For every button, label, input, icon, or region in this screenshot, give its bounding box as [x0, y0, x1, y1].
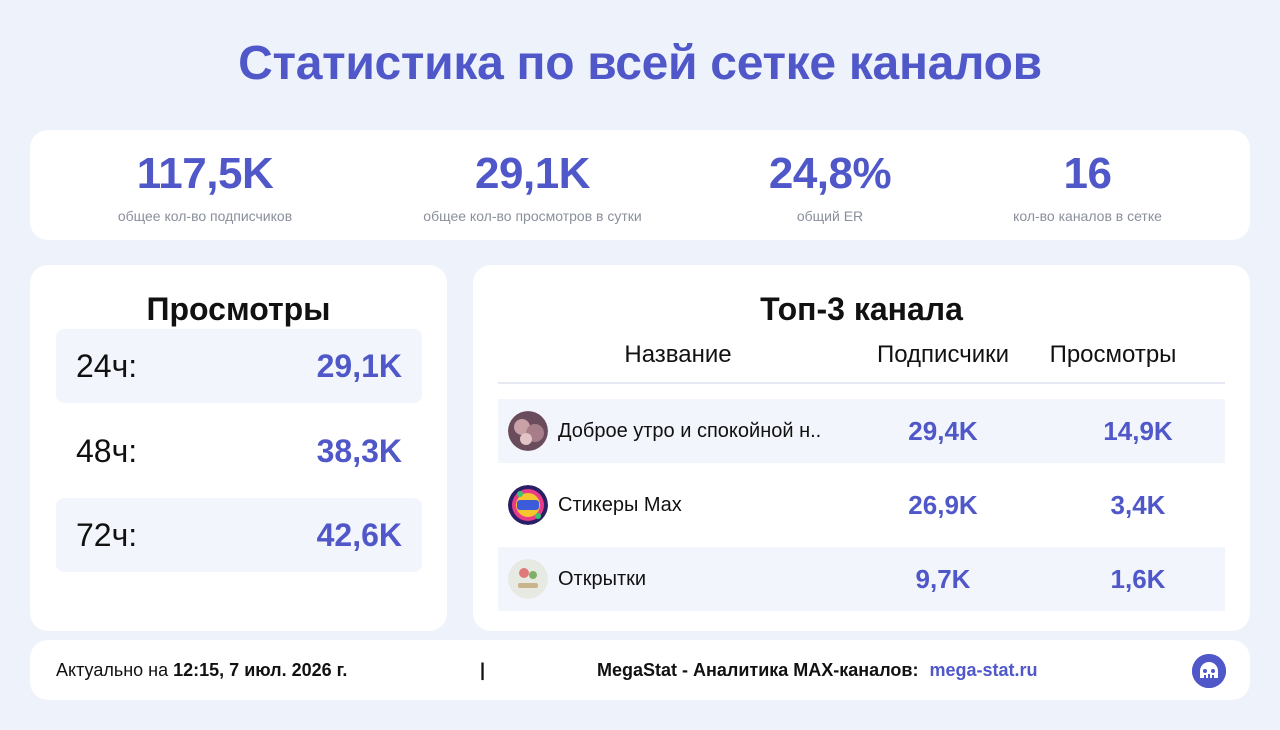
footer-bar: Актуально на 12:15, 7 июл. 2026 г. | Meg… — [30, 640, 1250, 700]
channel-name: Доброе утро и спокойной н.. — [558, 420, 822, 442]
stat-channel-count: 16 кол-во каналов в сетке — [990, 149, 1185, 225]
stat-label: кол-во каналов в сетке — [1013, 208, 1162, 224]
megastat-logo-icon — [1192, 654, 1226, 688]
brand-text: MegaStat - Аналитика MAX-каналов: — [597, 660, 919, 680]
table-row[interactable]: Доброе утро и спокойной н.. 29,4K 14,9K — [498, 399, 1225, 463]
column-header-subscribers: Подписчики — [876, 341, 1010, 368]
views-period-label: 72ч: — [76, 517, 138, 553]
views-period-value: 29,1K — [316, 348, 402, 384]
views-period-label: 24ч: — [76, 348, 138, 384]
header-divider — [498, 382, 1225, 384]
stat-value: 16 — [1063, 149, 1112, 198]
table-row[interactable]: Открытки 9,7K 1,6K — [498, 547, 1225, 611]
updated-timestamp: 12:15, 7 июл. 2026 г. — [173, 660, 348, 680]
stat-label: общий ER — [796, 208, 864, 224]
updated-info: Актуально на 12:15, 7 июл. 2026 г. — [56, 640, 347, 700]
column-header-name: Название — [624, 341, 732, 368]
views-period-value: 42,6K — [316, 517, 402, 553]
column-header-views: Просмотры — [1049, 341, 1177, 368]
stat-daily-views: 29,1K общее кол-во просмотров в сутки — [400, 149, 665, 225]
views-row-24h: 24ч: 29,1K — [56, 329, 422, 403]
channel-subscribers: 26,9K — [908, 490, 978, 520]
brand-info: MegaStat - Аналитика MAX-каналов: mega-s… — [597, 640, 1038, 700]
channel-subscribers: 29,4K — [908, 416, 978, 446]
channel-avatar-icon — [508, 559, 548, 599]
page-title: Статистика по всей сетке каналов — [238, 37, 1042, 90]
channel-views: 14,9K — [1103, 416, 1173, 446]
brand-link[interactable]: mega-stat.ru — [929, 660, 1038, 680]
views-card: Просмотры 24ч: 29,1K 48ч: 38,3K 72ч: 42,… — [30, 265, 447, 631]
stat-label: общее кол-во просмотров в сутки — [423, 208, 642, 224]
stat-label: общее кол-во подписчиков — [117, 208, 293, 224]
views-period-value: 38,3K — [316, 433, 402, 469]
table-row[interactable]: Стикеры Max 26,9K 3,4K — [498, 473, 1225, 537]
stat-er: 24,8% общий ER — [730, 149, 930, 225]
summary-stats-card: 117,5K общее кол-во подписчиков 29,1K об… — [30, 130, 1250, 240]
channel-name: Стикеры Max — [558, 494, 682, 516]
views-title: Просмотры — [146, 291, 331, 327]
updated-prefix: Актуально на — [56, 660, 169, 680]
channel-avatar-icon — [508, 485, 548, 525]
views-row-72h: 72ч: 42,6K — [56, 498, 422, 572]
footer-separator: | — [480, 660, 486, 680]
top-channels-title: Топ-3 канала — [760, 291, 963, 327]
stat-value: 117,5K — [136, 149, 274, 198]
channel-views: 3,4K — [1110, 490, 1166, 520]
top-channels-card: Топ-3 канала Название Подписчики Просмот… — [473, 265, 1250, 631]
channel-name: Открытки — [558, 568, 647, 590]
views-row-48h: 48ч: 38,3K — [56, 414, 422, 488]
channel-avatar-icon — [508, 411, 548, 451]
stat-subscribers: 117,5K общее кол-во подписчиков — [90, 149, 320, 225]
channel-views: 1,6K — [1110, 564, 1166, 594]
stat-value: 29,1K — [475, 149, 590, 198]
stat-value: 24,8% — [768, 149, 892, 198]
channel-subscribers: 9,7K — [915, 564, 971, 594]
views-period-label: 48ч: — [76, 433, 138, 469]
